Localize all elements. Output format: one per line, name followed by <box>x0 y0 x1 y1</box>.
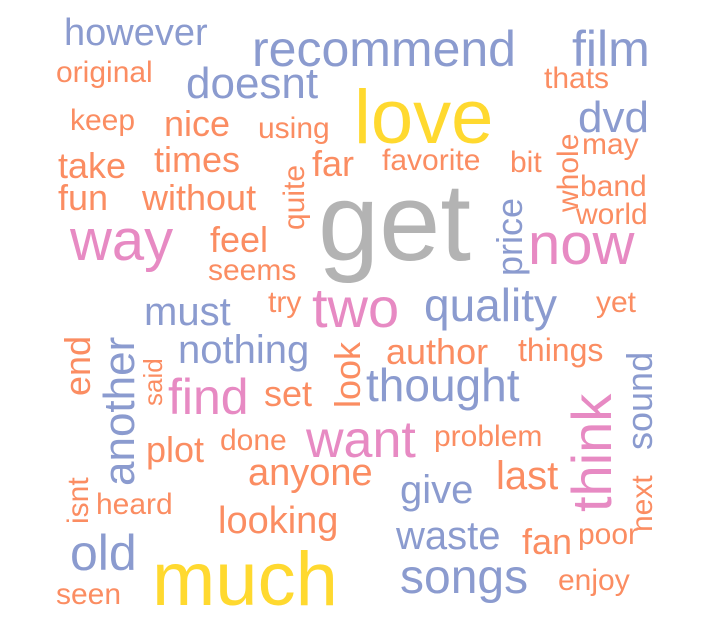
word-take: take <box>58 145 127 186</box>
word-band: band <box>580 170 647 203</box>
word-may: may <box>582 128 639 161</box>
word-get: get <box>318 161 471 284</box>
word-doesnt: doesnt <box>186 59 319 108</box>
word-far: far <box>312 143 355 184</box>
word-plot: plot <box>146 429 205 470</box>
word-heard: heard <box>96 488 173 521</box>
word-look: look <box>327 341 368 408</box>
word-seen: seen <box>56 578 122 611</box>
word-recommend: recommend <box>252 21 516 77</box>
word-anyone: anyone <box>248 452 373 494</box>
word-looking: looking <box>218 500 339 542</box>
word-another: another <box>95 336 144 486</box>
word-must: must <box>144 290 231 334</box>
word-sound: sound <box>619 351 660 450</box>
word-find: find <box>168 369 249 425</box>
word-without: without <box>142 177 257 218</box>
word-fun: fun <box>58 177 109 218</box>
word-favorite: favorite <box>382 144 481 177</box>
word-problem: problem <box>434 420 543 453</box>
word-times: times <box>154 139 241 180</box>
word-using: using <box>258 112 330 145</box>
word-quality: quality <box>424 279 557 331</box>
word-give: give <box>400 468 474 512</box>
word-way: way <box>70 208 174 273</box>
word-quite: quite <box>278 164 311 230</box>
word-enjoy: enjoy <box>558 564 630 597</box>
word-dvd: dvd <box>578 93 649 142</box>
word-nothing: nothing <box>178 328 310 372</box>
word-love: love <box>354 75 494 160</box>
word-isnt: isnt <box>62 477 95 524</box>
word-things: things <box>518 332 604 368</box>
word-songs: songs <box>400 551 529 604</box>
word-two: two <box>312 276 400 339</box>
word-bit: bit <box>510 146 542 179</box>
word-film: film <box>572 21 650 77</box>
word-set: set <box>264 373 313 414</box>
word-price: price <box>489 197 530 276</box>
word-yet: yet <box>596 286 637 319</box>
word-thats: thats <box>544 62 610 95</box>
word-original: original <box>56 56 153 89</box>
word-last: last <box>496 454 559 498</box>
word-waste: waste <box>396 514 501 558</box>
word-end: end <box>57 335 98 396</box>
word-seems: seems <box>208 254 297 287</box>
word-keep: keep <box>70 104 136 137</box>
word-poor: poor <box>578 518 639 551</box>
word-however: however <box>64 12 208 54</box>
word-think: think <box>560 393 623 512</box>
word-feel: feel <box>210 219 269 260</box>
word-want: want <box>306 411 416 469</box>
word-old: old <box>70 525 137 581</box>
word-done: done <box>220 424 287 457</box>
word-try: try <box>268 286 302 319</box>
word-fan: fan <box>522 521 573 562</box>
word-nice: nice <box>164 103 231 144</box>
word-much: much <box>152 537 338 622</box>
word-thought: thought <box>366 359 520 411</box>
word-world: world <box>576 198 648 231</box>
word-said: said <box>138 358 168 406</box>
word-author: author <box>386 331 489 372</box>
word-now: now <box>528 212 635 277</box>
